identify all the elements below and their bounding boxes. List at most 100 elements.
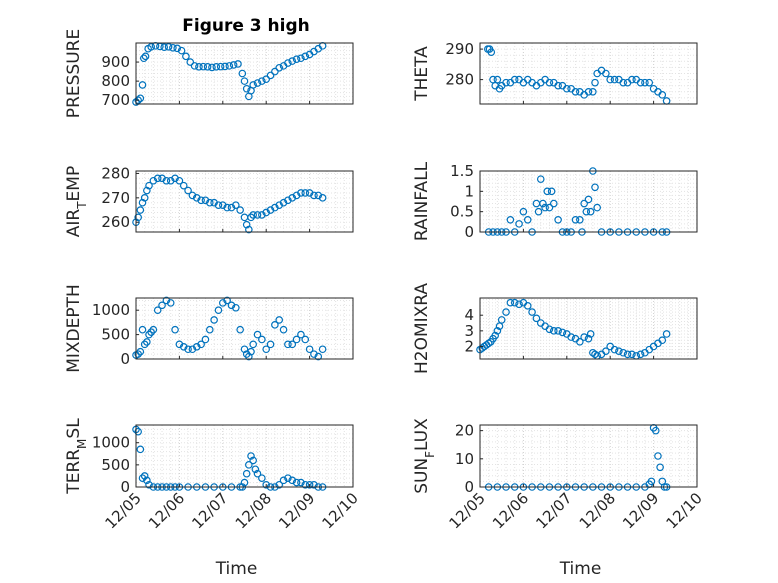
data-point	[580, 199, 588, 208]
x-tick-label: 12/09	[275, 489, 318, 532]
data-point	[205, 198, 214, 207]
data-point	[247, 347, 255, 356]
data-point	[602, 69, 610, 78]
data-point	[589, 88, 597, 96]
data-point	[221, 62, 229, 71]
data-point	[647, 477, 656, 486]
data-point	[134, 350, 142, 358]
data-point	[208, 63, 216, 72]
x-tick-label: 12/08	[576, 489, 619, 532]
axes-box	[479, 424, 698, 488]
y-tick-label: 20	[455, 422, 474, 440]
data-point	[210, 316, 218, 324]
data-point	[249, 456, 257, 465]
data-point	[301, 189, 310, 197]
data-point	[166, 299, 175, 307]
data-point	[288, 340, 297, 349]
data-point	[651, 426, 660, 435]
data-point	[275, 316, 284, 324]
data-point	[177, 46, 186, 55]
data-point	[305, 345, 314, 354]
y-axis-label: H2OMIXRA	[412, 283, 432, 374]
data-point	[506, 298, 515, 307]
y-tick-label: 2	[464, 337, 474, 355]
data-point	[236, 325, 244, 334]
data-point	[656, 463, 664, 472]
x-tick-label: 12/07	[532, 489, 575, 532]
data-point	[238, 69, 247, 78]
y-axis-label: SUNFLUX	[412, 418, 437, 494]
data-point	[240, 77, 249, 85]
data-point	[242, 469, 251, 478]
data-point	[519, 207, 528, 216]
data-point	[249, 340, 257, 349]
data-point	[491, 331, 499, 340]
data-point	[149, 325, 158, 334]
subplot-air-temp: 260 270 280 AIRTEMP	[64, 164, 354, 237]
data-point	[662, 330, 671, 338]
data-point	[547, 187, 556, 196]
data-point	[515, 220, 523, 228]
data-point	[275, 63, 284, 72]
data-point	[253, 330, 262, 339]
data-point	[284, 474, 292, 482]
data-point	[162, 176, 171, 185]
data-point	[216, 62, 225, 71]
data-point	[140, 472, 149, 480]
data-point	[584, 195, 593, 204]
data-point	[318, 345, 327, 354]
data-point	[197, 196, 205, 205]
y-tick-label: 900	[101, 53, 130, 71]
data-point	[628, 350, 636, 359]
data-point	[554, 81, 562, 90]
data-point	[205, 325, 214, 334]
data-point	[554, 216, 562, 224]
data-point	[242, 84, 251, 93]
data-point	[138, 325, 147, 334]
data-point	[160, 43, 169, 51]
subplot-theta: 280 290 THETA	[412, 40, 698, 105]
data-point	[584, 88, 593, 96]
data-point	[134, 213, 142, 222]
y-tick-label: 1.5	[450, 162, 474, 180]
data-series	[132, 174, 327, 234]
x-tick-label: 12/06	[489, 489, 532, 532]
data-point	[658, 91, 667, 99]
data-point	[497, 316, 506, 324]
data-point	[628, 75, 636, 84]
axes-box	[135, 297, 354, 360]
data-point	[301, 335, 310, 344]
data-point	[297, 330, 305, 339]
data-point	[576, 337, 584, 346]
data-point	[201, 335, 210, 344]
y-tick-label: 1000	[92, 434, 130, 452]
y-tick-label: 1000	[92, 301, 130, 319]
data-point	[249, 81, 257, 89]
data-point	[225, 62, 234, 70]
data-point	[591, 78, 599, 87]
data-point	[310, 480, 318, 489]
data-point	[223, 296, 231, 305]
data-point	[153, 306, 162, 315]
data-point	[214, 201, 223, 209]
data-point	[523, 216, 532, 224]
data-point	[301, 52, 310, 61]
data-point	[140, 54, 148, 63]
data-point	[275, 480, 284, 489]
data-point	[645, 78, 654, 87]
data-point	[145, 480, 153, 489]
data-point	[619, 348, 628, 357]
x-tick-label: 12/08	[232, 489, 275, 532]
data-point	[310, 191, 318, 200]
data-point	[606, 75, 615, 84]
y-tick-label: 270	[101, 189, 130, 207]
data-point	[184, 345, 192, 354]
data-point	[515, 300, 523, 309]
data-point	[138, 81, 147, 89]
data-point	[262, 480, 271, 489]
figure-title: Figure 3 high	[182, 16, 310, 36]
x-tick-label: 12/10	[319, 489, 362, 532]
data-point	[571, 88, 580, 96]
